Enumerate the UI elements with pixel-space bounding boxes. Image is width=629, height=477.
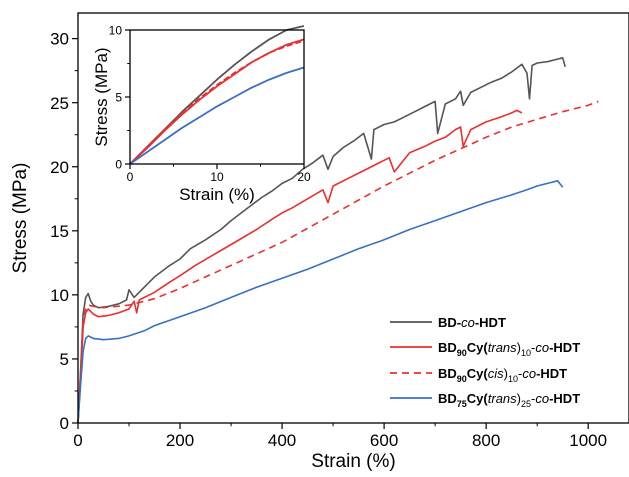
legend-text-part: -: [531, 391, 535, 406]
inset-x-tick-label: 20: [297, 170, 311, 184]
legend-text-part: Cy(: [467, 391, 489, 406]
legend-text-part: trans: [488, 340, 517, 355]
inset-y-tick-label: 10: [109, 23, 123, 37]
x-tick-label: 600: [370, 431, 398, 450]
x-tick-label: 1000: [569, 431, 607, 450]
legend-text-part: BD-: [438, 315, 461, 330]
legend-text-part: cis: [488, 366, 504, 381]
legend-text-part: BD: [438, 366, 457, 381]
y-axis-title: Stress (MPa): [10, 163, 31, 274]
legend-text-part: 90: [457, 374, 467, 384]
inset-x-tick-label: 10: [210, 170, 224, 184]
legend-text-part: -: [518, 366, 522, 381]
series-line-bd: [77, 57, 566, 424]
inset-plot-area: [130, 30, 304, 164]
legend-label-bd: BD-co-HDT: [438, 315, 506, 330]
x-tick-label: 800: [472, 431, 500, 450]
legend-text-part: -HDT: [549, 340, 580, 355]
legend-text-part: -HDT: [475, 315, 506, 330]
series-line-trans25: [77, 180, 564, 424]
legend-text-part: Cy(: [467, 340, 489, 355]
x-tick-label: 400: [268, 431, 296, 450]
inset-y-tick-label: 0: [115, 157, 122, 171]
legend-text-part: BD: [438, 340, 457, 355]
inset-series-line-trans25: [129, 66, 305, 165]
legend-text-part: -HDT: [536, 366, 567, 381]
legend-text-part: co: [535, 391, 549, 406]
y-tick-label: 15: [50, 222, 69, 241]
legend-text-part: BD: [438, 391, 457, 406]
legend-text-part: trans: [488, 391, 517, 406]
series-line-cis10: [77, 100, 599, 424]
x-tick-label: 0: [73, 431, 82, 450]
x-axis-title: Strain (%): [311, 451, 395, 472]
x-tick-label: 200: [166, 431, 194, 450]
legend-text-part: 75: [457, 399, 467, 409]
legend-text-part: co: [522, 366, 536, 381]
legend-text-part: co: [535, 340, 549, 355]
inset-y-axis-title: Stress (MPa): [92, 47, 111, 146]
y-tick-label: 20: [50, 158, 69, 177]
inset-x-tick-label: 0: [127, 170, 134, 184]
legend-text-part: 25: [521, 399, 531, 409]
y-tick-label: 5: [60, 350, 69, 369]
legend-label-cis10: BD90Cy(cis)10-co-HDT: [438, 366, 567, 384]
y-tick-label: 10: [50, 286, 69, 305]
legend-text-part: -HDT: [549, 391, 580, 406]
series-line-trans10: [77, 109, 523, 424]
y-tick-label: 25: [50, 94, 69, 113]
legend: BD-co-HDTBD90Cy(trans)10-co-HDTBD90Cy(ci…: [390, 315, 580, 409]
legend-label-trans25: BD75Cy(trans)25-co-HDT: [438, 391, 580, 409]
y-tick-label: 0: [60, 414, 69, 433]
legend-text-part: ): [517, 391, 521, 406]
legend-text-part: 90: [457, 348, 467, 358]
inset-y-tick-label: 5: [115, 90, 122, 104]
plot-frame: [77, 12, 629, 424]
y-tick-label: 30: [50, 30, 69, 49]
legend-text-part: 10: [508, 374, 518, 384]
legend-text-part: -: [531, 340, 535, 355]
inset-x-axis-title: Strain (%): [179, 185, 255, 204]
legend-text-part: Cy(: [467, 366, 489, 381]
legend-label-trans10: BD90Cy(trans)10-co-HDT: [438, 340, 580, 358]
legend-text-part: ): [504, 366, 508, 381]
legend-text-part: 10: [521, 348, 531, 358]
inset-series-line-cis10: [129, 39, 305, 165]
legend-text-part: ): [517, 340, 521, 355]
legend-text-part: co: [461, 315, 475, 330]
